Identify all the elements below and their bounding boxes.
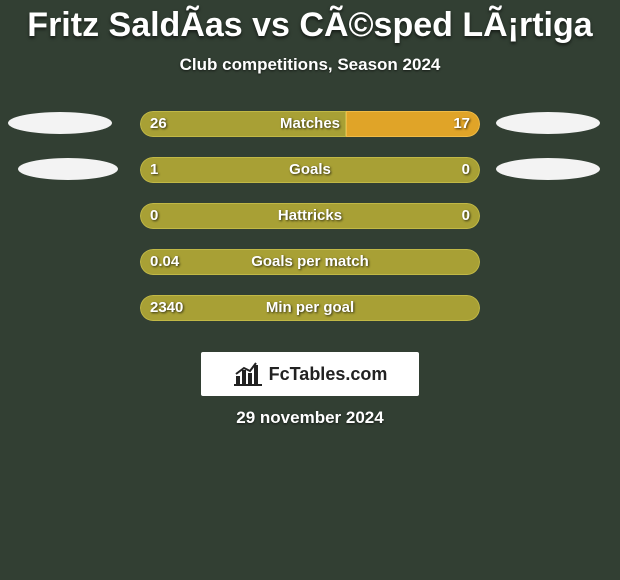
stat-bar-left [140, 295, 480, 321]
stat-value-left: 26 [150, 111, 167, 137]
stat-value-right: 17 [453, 111, 470, 137]
stat-value-left: 0 [150, 203, 158, 229]
player-right-avatar [496, 158, 600, 180]
stat-bar-left [140, 157, 480, 183]
stat-row: 2340Min per goal [0, 284, 620, 330]
stat-row: 00Hattricks [0, 192, 620, 238]
source-logo-text: FcTables.com [269, 364, 388, 385]
page-title: Fritz SaldÃ­as vs CÃ©sped LÃ¡rtiga [0, 0, 620, 45]
stat-bar-track [140, 249, 480, 275]
comparison-infographic: Fritz SaldÃ­as vs CÃ©sped LÃ¡rtiga Club … [0, 0, 620, 580]
stat-value-left: 2340 [150, 295, 183, 321]
stat-value-left: 1 [150, 157, 158, 183]
stat-value-left: 0.04 [150, 249, 179, 275]
bar-chart-icon [233, 362, 263, 386]
stat-value-right: 0 [462, 157, 470, 183]
stat-bar-track [140, 111, 480, 137]
stat-bar-track [140, 203, 480, 229]
player-left-avatar [8, 112, 112, 134]
stat-row: 10Goals [0, 146, 620, 192]
stat-row: 0.04Goals per match [0, 238, 620, 284]
stat-row: 2617Matches [0, 100, 620, 146]
stat-bar-track [140, 295, 480, 321]
stat-value-right: 0 [462, 203, 470, 229]
player-right-avatar [496, 112, 600, 134]
snapshot-date: 29 november 2024 [0, 408, 620, 428]
stat-bar-left [140, 111, 346, 137]
stat-bar-left [140, 203, 480, 229]
competition-subtitle: Club competitions, Season 2024 [0, 55, 620, 75]
source-logo: FcTables.com [201, 352, 419, 396]
player-left-avatar [18, 158, 118, 180]
stat-bar-left [140, 249, 480, 275]
stat-bar-track [140, 157, 480, 183]
